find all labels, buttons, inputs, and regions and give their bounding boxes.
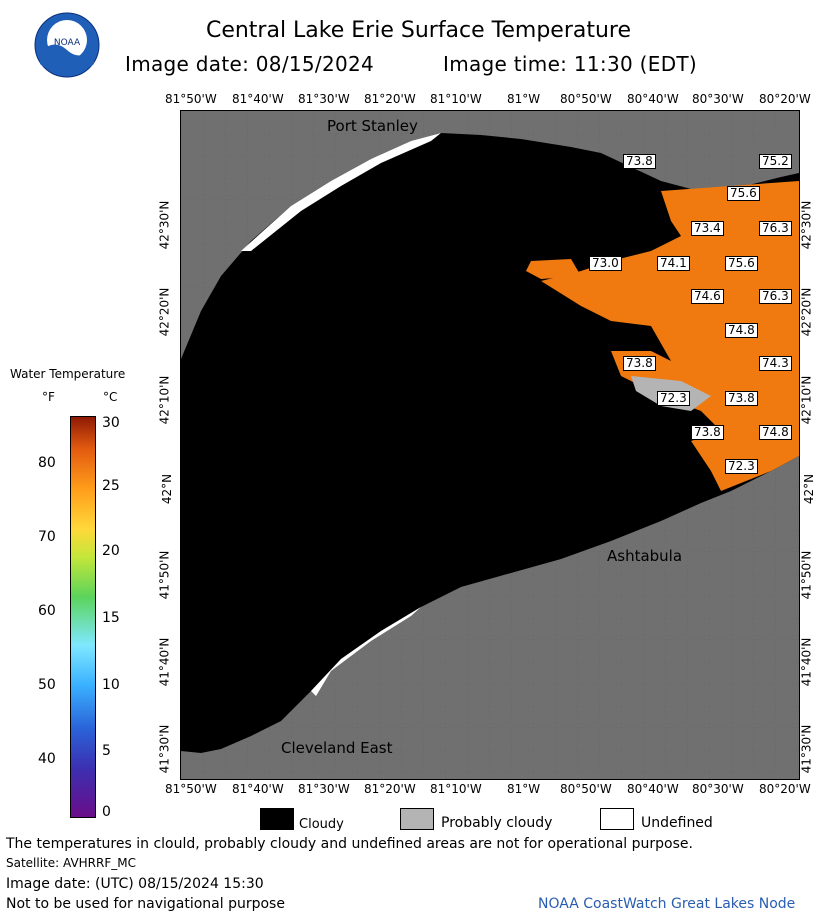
image-time: Image time: 11:30 (EDT)	[443, 52, 698, 76]
lon-tick: 81°30'W	[298, 782, 350, 796]
undefined-coast-south	[311, 607, 421, 696]
footer-credit: NOAA CoastWatch Great Lakes Node	[538, 896, 796, 912]
footer-satellite: Satellite: AVHRRF_MC	[6, 856, 136, 870]
key-cloudy-swatch	[260, 808, 294, 830]
c-tick: 15	[102, 610, 120, 626]
key-cloudy-label: Cloudy	[299, 817, 344, 832]
temp-label: 76.3	[759, 289, 792, 304]
lat-tick: 41°40'N	[799, 637, 814, 687]
lat-tick: 42°10'N	[799, 375, 814, 425]
lon-tick: 80°40'W	[627, 782, 679, 796]
warm-water-patch	[526, 259, 581, 279]
f-tick: 40	[38, 751, 56, 767]
temperature-color-bar	[70, 416, 96, 818]
place-port-stanley: Port Stanley	[327, 117, 418, 135]
c-tick: 0	[102, 804, 111, 820]
c-tick: 25	[102, 478, 120, 494]
lake-map-graphic	[181, 111, 799, 779]
f-tick: 50	[38, 677, 56, 693]
legend-title: Water Temperature	[10, 367, 126, 381]
temp-label: 72.3	[725, 459, 758, 474]
f-tick: 70	[38, 529, 56, 545]
place-cleveland-east: Cleveland East	[281, 739, 393, 757]
temp-label: 74.8	[725, 323, 758, 338]
lon-tick: 81°30'W	[298, 92, 350, 106]
lat-tick: 41°40'N	[157, 637, 172, 687]
lon-tick: 81°10'W	[430, 782, 482, 796]
c-tick: 30	[102, 415, 120, 431]
lon-tick: 81°40'W	[232, 92, 284, 106]
lat-tick: 42°20'N	[157, 287, 172, 337]
noaa-logo: NOAA	[34, 12, 100, 78]
undefined-coast-north	[241, 133, 441, 251]
place-ashtabula: Ashtabula	[607, 547, 683, 565]
temp-label: 74.6	[691, 289, 724, 304]
temp-label: 74.1	[657, 256, 690, 271]
c-tick: 10	[102, 677, 120, 693]
lon-tick: 81°40'W	[232, 782, 284, 796]
temp-label: 76.3	[759, 221, 792, 236]
temp-label: 74.8	[759, 425, 792, 440]
lon-tick: 80°20'W	[759, 782, 811, 796]
lon-tick: 80°20'W	[759, 92, 811, 106]
map-panel: 73.8 75.2 75.6 73.4 76.3 73.0 74.1 75.6 …	[180, 110, 800, 780]
temp-label: 72.3	[657, 391, 690, 406]
lon-tick: 81°50'W	[165, 92, 217, 106]
lon-tick: 80°50'W	[560, 92, 612, 106]
lat-tick: 42°30'N	[157, 200, 172, 250]
temp-label: 75.6	[725, 256, 758, 271]
key-probably-cloudy-swatch	[400, 808, 434, 830]
c-tick: 5	[102, 743, 111, 759]
lon-tick: 81°20'W	[364, 782, 416, 796]
temp-label: 75.6	[727, 186, 760, 201]
temp-label: 74.3	[759, 356, 792, 371]
lat-tick: 42°N	[160, 473, 175, 505]
temp-label: 73.8	[691, 425, 724, 440]
key-probably-cloudy-label: Probably cloudy	[441, 815, 553, 831]
lat-tick: 41°30'N	[799, 724, 814, 774]
lon-tick: 81°W	[507, 782, 541, 796]
footer-nav-warning: Not to be used for navigational purpose	[6, 896, 285, 912]
temp-label: 73.8	[623, 356, 656, 371]
key-undefined-label: Undefined	[641, 815, 713, 831]
key-undefined-swatch	[600, 808, 634, 830]
lat-tick: 42°30'N	[799, 200, 814, 250]
legend-unit-f: °F	[42, 390, 55, 404]
lat-tick: 42°20'N	[799, 287, 814, 337]
lon-tick: 80°30'W	[692, 92, 744, 106]
temp-label: 73.0	[589, 256, 622, 271]
lon-tick: 81°50'W	[165, 782, 217, 796]
c-tick: 20	[102, 543, 120, 559]
svg-text:NOAA: NOAA	[54, 38, 81, 48]
lat-tick: 42°N	[802, 473, 817, 505]
temp-label: 73.8	[623, 154, 656, 169]
footer-disclaimer: The temperatures in clould, probably clo…	[6, 836, 693, 852]
temp-label: 73.4	[691, 221, 724, 236]
legend-unit-c: °C	[103, 390, 118, 404]
lat-tick: 41°50'N	[157, 550, 172, 600]
lon-tick: 81°20'W	[364, 92, 416, 106]
temp-label: 75.2	[759, 154, 792, 169]
footer-utc-date: Image date: (UTC) 08/15/2024 15:30	[6, 876, 264, 892]
lon-tick: 81°10'W	[430, 92, 482, 106]
f-tick: 60	[38, 603, 56, 619]
lon-tick: 80°50'W	[560, 782, 612, 796]
map-title: Central Lake Erie Surface Temperature	[205, 18, 632, 43]
temp-label: 73.8	[725, 391, 758, 406]
lon-tick: 80°40'W	[627, 92, 679, 106]
image-date: Image date: 08/15/2024	[125, 52, 375, 76]
lon-tick: 80°30'W	[692, 782, 744, 796]
f-tick: 80	[38, 455, 56, 471]
lat-tick: 42°10'N	[157, 375, 172, 425]
lat-tick: 41°30'N	[157, 724, 172, 774]
lat-tick: 41°50'N	[799, 550, 814, 600]
lon-tick: 81°W	[507, 92, 541, 106]
